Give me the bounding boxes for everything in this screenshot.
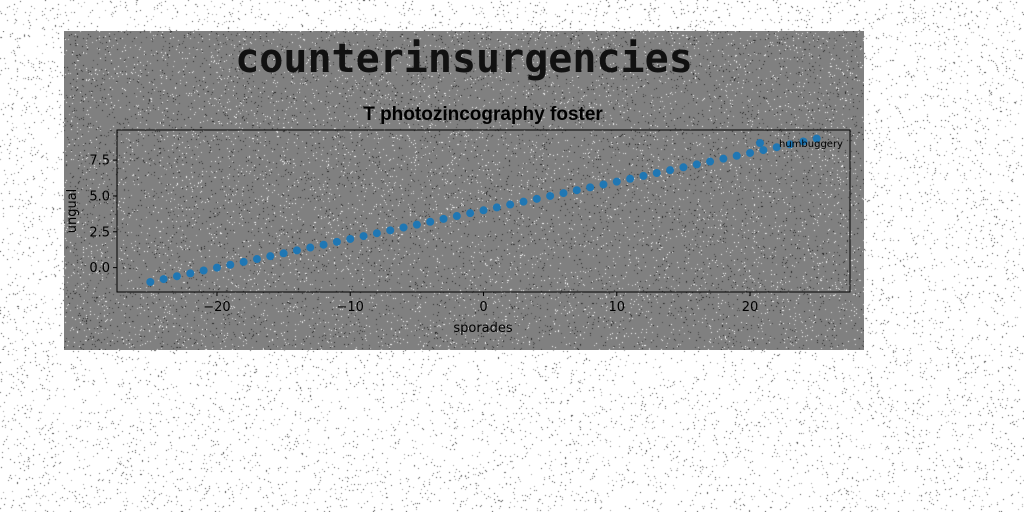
data-point [426, 217, 435, 226]
data-point [386, 226, 395, 235]
y-tick-label: 0.0 [89, 261, 110, 276]
data-point [439, 214, 448, 223]
data-point [799, 137, 808, 146]
x-tick-label: 20 [742, 300, 759, 315]
data-point [479, 206, 488, 215]
data-point [492, 203, 501, 212]
y-tick-label: 7.5 [89, 154, 110, 169]
x-axis-label: sporades [453, 321, 513, 336]
page-title: counterinsurgencies [235, 36, 693, 82]
data-point [732, 151, 741, 160]
y-tick-label: 2.5 [89, 225, 110, 240]
legend-label: humbuggery [779, 139, 843, 150]
data-point [172, 272, 181, 281]
data-point [292, 246, 301, 255]
data-point [212, 263, 221, 272]
panel-noise [64, 31, 864, 350]
data-point [546, 191, 555, 200]
x-tick-label: −20 [203, 300, 230, 315]
data-point [666, 166, 675, 175]
data-point [786, 140, 795, 149]
data-point [559, 189, 568, 198]
data-point [532, 194, 541, 203]
data-point [452, 212, 461, 221]
scatter-chart: T photozincography foster −20 −10 0 10 20 0.… [65, 104, 851, 336]
x-tick-label: 10 [608, 300, 625, 315]
data-point [359, 232, 368, 241]
y-axis: 0.0 2.5 5.0 7.5 [89, 154, 117, 276]
chart-panel: counterinsurgencies T photozincography f… [64, 31, 864, 350]
data-point [652, 169, 661, 178]
data-point [506, 200, 515, 209]
data-point [586, 183, 595, 192]
data-point [279, 249, 288, 258]
chart-title: T photozincography foster [363, 104, 603, 125]
data-point [159, 275, 168, 284]
data-point [146, 277, 155, 286]
y-axis-label: ungual [65, 189, 80, 234]
x-tick-label: −10 [337, 300, 364, 315]
data-point [812, 134, 821, 143]
legend-marker [756, 139, 764, 147]
data-point [306, 243, 315, 252]
legend: humbuggery [756, 139, 843, 150]
data-point [679, 163, 688, 172]
x-tick-label: 0 [479, 300, 487, 315]
x-axis: −20 −10 0 10 20 [203, 292, 758, 315]
data-point [319, 240, 328, 249]
data-point [599, 180, 608, 189]
data-point [266, 252, 275, 261]
data-point [252, 255, 261, 264]
data-point [466, 209, 475, 218]
data-point [772, 143, 781, 152]
data-point [719, 154, 728, 163]
data-point [372, 229, 381, 238]
data-point [226, 260, 235, 269]
data-point [692, 160, 701, 169]
data-point [412, 220, 421, 229]
data-point [199, 266, 208, 275]
data-point [612, 177, 621, 186]
data-point [706, 157, 715, 166]
data-points [146, 134, 821, 286]
data-point [346, 234, 355, 243]
data-point [572, 186, 581, 195]
y-tick-label: 5.0 [89, 189, 110, 204]
data-point [759, 146, 768, 155]
data-point [332, 237, 341, 246]
data-point [746, 148, 755, 157]
data-point [639, 171, 648, 180]
data-point [399, 223, 408, 232]
data-point [626, 174, 635, 183]
data-point [519, 197, 528, 206]
data-point [239, 257, 248, 266]
data-point [186, 269, 195, 278]
